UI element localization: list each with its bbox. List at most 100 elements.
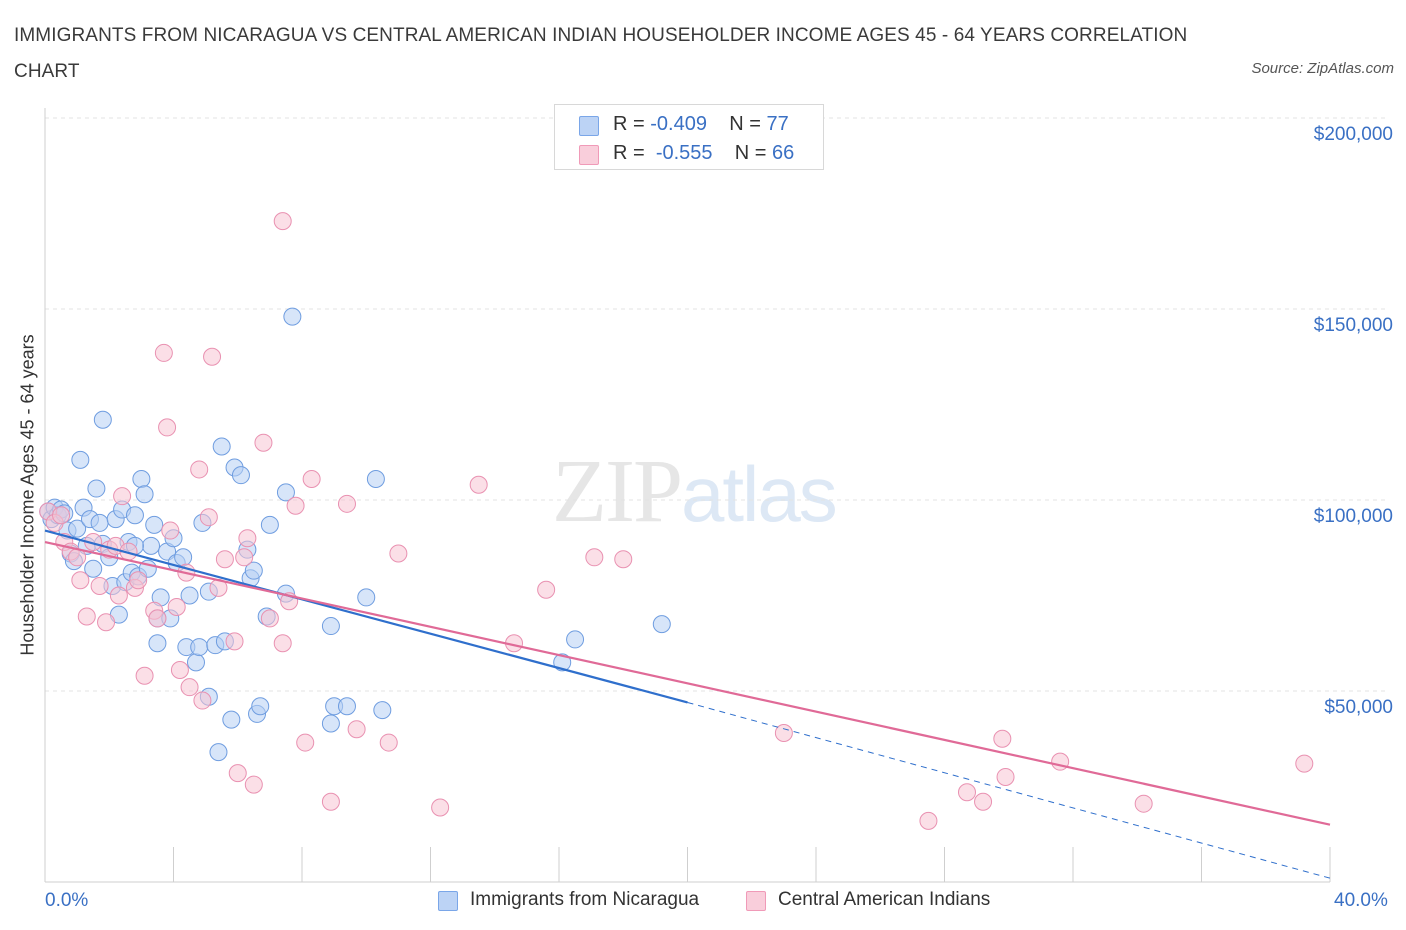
trend-lines [44,529,1331,879]
point-central-american-indian [225,632,244,651]
point-nicaragua [276,483,295,502]
point-nicaragua [283,307,302,326]
point-central-american-indian [774,724,793,743]
point-central-american-indian [135,666,154,685]
legend-r-value: -0.555 [655,142,713,164]
legend-n-label: N = [729,113,767,135]
point-central-american-indian [170,660,189,679]
point-nicaragua [148,634,167,653]
y-tick-label: $200,000 [1314,124,1393,145]
point-nicaragua [209,743,228,762]
point-nicaragua [321,617,340,636]
point-central-american-indian [273,212,292,231]
point-central-american-indian [215,550,234,569]
point-nicaragua [244,561,263,580]
bottom-legend-swatch-pink [746,891,766,911]
point-nicaragua [145,515,164,534]
point-central-american-indian [238,529,257,548]
point-central-american-indian [431,798,450,817]
point-nicaragua [135,485,154,504]
y-tick-label: $50,000 [1324,697,1393,718]
point-nicaragua [68,519,87,538]
point-central-american-indian [296,733,315,752]
point-central-american-indian [244,775,263,794]
point-central-american-indian [77,607,96,626]
source-label: Source: ZipAtlas.com [1251,60,1394,77]
point-central-american-indian [129,571,148,590]
legend-text-pink: R = -0.555 N = 66 [613,142,794,165]
point-nicaragua [652,615,671,634]
grid-lines [45,117,1385,692]
point-nicaragua [222,710,241,729]
point-nicaragua [180,586,199,605]
point-central-american-indian [1295,754,1314,773]
point-central-american-indian [228,764,247,783]
point-nicaragua [174,548,193,567]
point-central-american-indian [585,548,604,567]
point-central-american-indian [254,433,273,452]
point-nicaragua [90,513,109,532]
x-tick-label-max: 40.0% [1334,890,1388,911]
point-central-american-indian [109,586,128,605]
point-central-american-indian [379,733,398,752]
point-nicaragua [212,437,231,456]
point-central-american-indian [235,548,254,567]
point-nicaragua [366,469,385,488]
point-nicaragua [190,638,209,657]
point-central-american-indian [614,550,633,569]
point-central-american-indian [161,521,180,540]
y-tick-labels: $50,000 $100,000 $150,000 $200,000 [1314,124,1393,718]
point-central-american-indian [71,571,90,590]
axes [44,108,1331,883]
point-central-american-indian [167,597,186,616]
point-nicaragua [125,506,144,525]
point-nicaragua [251,697,270,716]
point-nicaragua [337,697,356,716]
point-central-american-indian [347,720,366,739]
watermark-atlas: atlas [681,450,838,538]
point-central-american-indian [203,347,222,366]
point-central-american-indian [180,678,199,697]
point-central-american-indian [537,580,556,599]
point-central-american-indian [190,460,209,479]
legend-r-value: -0.409 [650,113,707,135]
point-central-american-indian [90,576,109,595]
point-central-american-indian [993,729,1012,748]
trend-line-central-american-indian [44,540,1331,826]
point-central-american-indian [154,343,173,362]
legend-n-value: 77 [766,113,789,135]
point-central-american-indian [199,508,218,527]
bottom-legend-swatch-blue [438,891,458,911]
point-central-american-indian [996,767,1015,786]
watermark-zip: ZIP [552,442,683,541]
chart-title: IMMIGRANTS FROM NICARAGUA VS CENTRAL AME… [14,25,1188,82]
trend-line-nicaragua-extrapolated [687,701,1331,879]
point-nicaragua [566,630,585,649]
legend: R = -0.409 N = 77 R = -0.555 N = 66 [554,104,824,170]
legend-n-value: 66 [772,142,795,164]
point-central-american-indian [974,792,993,811]
point-central-american-indian [97,613,116,632]
legend-r-label: R = [613,142,651,164]
point-central-american-indian [321,792,340,811]
point-nicaragua [260,515,279,534]
point-central-american-indian [286,496,305,515]
point-nicaragua [231,466,250,485]
bottom-legend-label-pink: Central American Indians [778,889,991,910]
point-central-american-indian [52,506,71,525]
point-nicaragua [357,588,376,607]
y-tick-label: $150,000 [1314,315,1393,336]
point-central-american-indian [302,469,321,488]
legend-swatch-blue [579,116,599,136]
legend-r-label: R = [613,113,651,135]
point-nicaragua [84,559,103,578]
point-nicaragua [373,701,392,720]
point-nicaragua [553,653,572,672]
y-tick-label: $100,000 [1314,506,1393,527]
bottom-legend-label-blue: Immigrants from Nicaragua [470,889,700,910]
point-nicaragua [93,410,112,429]
point-central-american-indian [148,609,167,628]
x-tick-label-min: 0.0% [45,890,89,911]
point-central-american-indian [469,475,488,494]
